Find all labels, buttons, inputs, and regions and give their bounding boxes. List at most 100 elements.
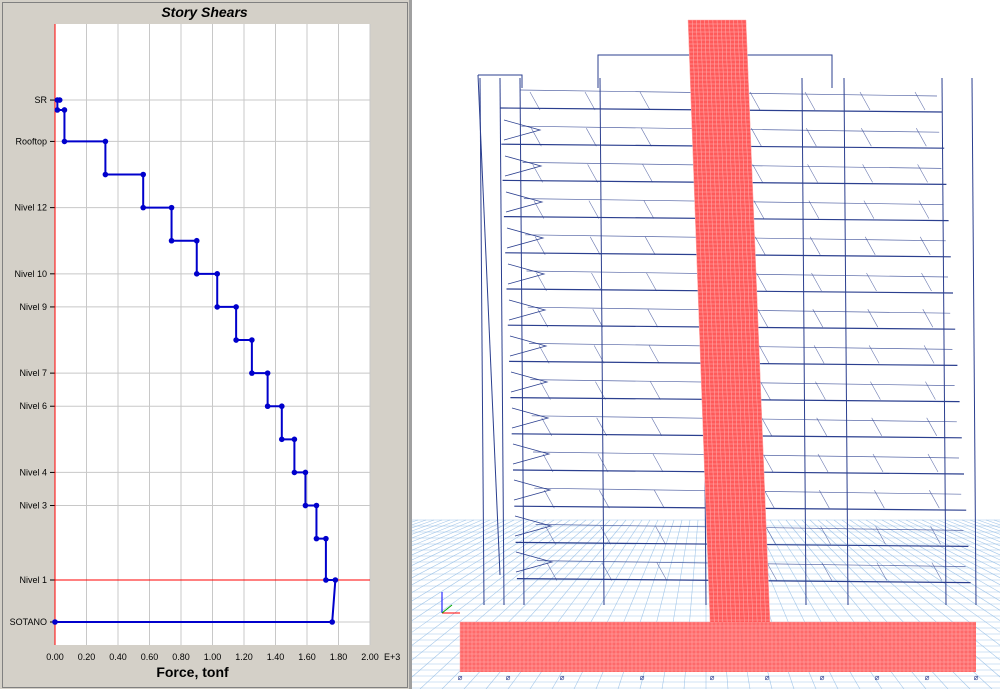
story-label: Nivel 7	[19, 368, 47, 378]
slab-grid-line	[749, 91, 761, 111]
story-shears-chart[interactable]: 0.00 0.20 0.40 0.60 0.80 1.00 1.20 1.40 1.60 1.80…	[0, 0, 409, 689]
x-tick-label: 2.00	[361, 652, 379, 662]
column-line	[971, 77, 977, 606]
wall-mesh-line	[716, 19, 741, 623]
slab-grid-line	[587, 164, 598, 183]
ground-grid-line	[412, 519, 555, 611]
wall-mesh-line	[700, 19, 724, 623]
building-model-canvas[interactable]: ⌀ ⌀ ⌀ ⌀ ⌀ ⌀ ⌀ ⌀ ⌀ ⌀	[412, 0, 1000, 689]
slab-grid-line	[923, 345, 935, 364]
slab-grid-line	[919, 236, 931, 255]
shear-data-point	[249, 337, 255, 343]
story-label: Nivel 4	[19, 467, 47, 477]
wall-mesh-line	[729, 19, 754, 623]
slab-grid-line	[641, 128, 652, 147]
ground-grid-line	[412, 519, 595, 678]
story-label: Nivel 6	[19, 401, 47, 411]
ground-grid-line	[857, 519, 1000, 611]
shear-data-point	[168, 204, 175, 211]
slab-grid-line	[537, 309, 549, 328]
slab-grid-line	[871, 417, 882, 436]
slab-grid-line	[752, 164, 763, 183]
roof-stair-box	[478, 74, 523, 88]
story-label: Nivel 12	[14, 203, 47, 213]
shear-data-point	[54, 107, 61, 113]
slab-grid-line	[584, 91, 596, 111]
wall-mesh-line	[687, 19, 711, 623]
wall-mesh-line	[733, 19, 758, 623]
slab-grid-line	[875, 526, 886, 545]
slab-grid-line	[643, 200, 655, 219]
column-line	[499, 77, 505, 606]
ground-grid-line	[412, 519, 531, 586]
ground-grid-line	[412, 519, 451, 535]
ground-grid-line	[412, 519, 507, 566]
support-marker-icon: ⌀	[875, 673, 880, 682]
ground-grid-line	[412, 519, 587, 661]
slab-grid-line	[876, 562, 888, 581]
column-line	[843, 77, 849, 606]
slab-grid-line	[589, 236, 601, 255]
ground-grid-line	[412, 519, 547, 602]
wall-mesh-line	[737, 19, 762, 623]
ground-grid-line	[921, 519, 1000, 556]
story-label: Nivel 10	[14, 269, 47, 279]
wall-mesh-line	[712, 19, 736, 623]
slab-grid-line	[544, 490, 555, 509]
x-tick-label: 0.40	[109, 652, 127, 662]
slab-grid-line	[762, 453, 774, 473]
column-line	[801, 77, 807, 606]
x-tick-label: 0.60	[141, 652, 159, 662]
ground-grid-line	[897, 519, 1000, 572]
slab-grid-line	[764, 490, 775, 509]
slab-grid-line	[815, 381, 826, 400]
slab-grid-line	[811, 272, 822, 292]
shear-data-point	[52, 619, 58, 625]
slab-grid-line	[592, 309, 604, 328]
stair-line	[510, 371, 549, 393]
column-line	[599, 77, 605, 606]
slab-grid-line	[757, 309, 769, 328]
slab-grid-line	[541, 417, 552, 436]
shear-data-point	[302, 469, 309, 476]
shear-data-point	[264, 370, 271, 376]
axis-triad-y	[441, 604, 453, 614]
x-tick-label: 1.40	[267, 652, 285, 662]
slab-grid-line	[596, 417, 607, 436]
shear-data-point	[168, 237, 175, 244]
slab-grid-line	[927, 453, 939, 473]
wall-mesh-line	[691, 19, 715, 623]
ground-grid-line	[905, 519, 1000, 566]
ground-grid-line	[412, 519, 467, 543]
shear-data-point	[102, 171, 109, 178]
slab-grid-line	[922, 309, 934, 328]
story-label: Nivel 3	[19, 501, 47, 511]
building-frame	[477, 54, 977, 606]
3d-model-view[interactable]: ⌀ ⌀ ⌀ ⌀ ⌀ ⌀ ⌀ ⌀ ⌀ ⌀	[412, 0, 1000, 689]
shear-data-point	[54, 97, 61, 103]
slab-grid-line	[586, 128, 597, 147]
ground-grid-line	[412, 519, 571, 633]
slab-grid-line	[761, 417, 772, 436]
shear-data-point	[279, 403, 285, 410]
slab-grid-line	[646, 272, 657, 292]
stair-line	[509, 335, 548, 357]
story-label: Rooftop	[15, 136, 47, 146]
slab-grid-line	[650, 381, 661, 400]
story-shears-panel: Story Shears 0.00 0.20 0.40 0.60 0.80 1.00 1.2…	[0, 0, 409, 689]
slab-grid-line	[817, 453, 829, 473]
slab-grid-line	[914, 91, 926, 111]
slab-grid-line	[925, 381, 936, 400]
ground-grid-line	[881, 519, 1000, 586]
slab-grid-line	[531, 128, 542, 147]
foundation-slab	[460, 622, 976, 672]
slab-grid-line	[926, 417, 937, 436]
x-tick-label: 1.20	[235, 652, 253, 662]
shear-data-point	[291, 436, 298, 443]
pane-splitter[interactable]	[409, 0, 412, 689]
story-label: Nivel 9	[19, 302, 47, 312]
ground-grid-line	[412, 519, 563, 621]
support-marker-icon: ⌀	[925, 673, 930, 682]
slab-grid-line	[921, 272, 932, 292]
ground-grid-line	[865, 519, 1000, 602]
